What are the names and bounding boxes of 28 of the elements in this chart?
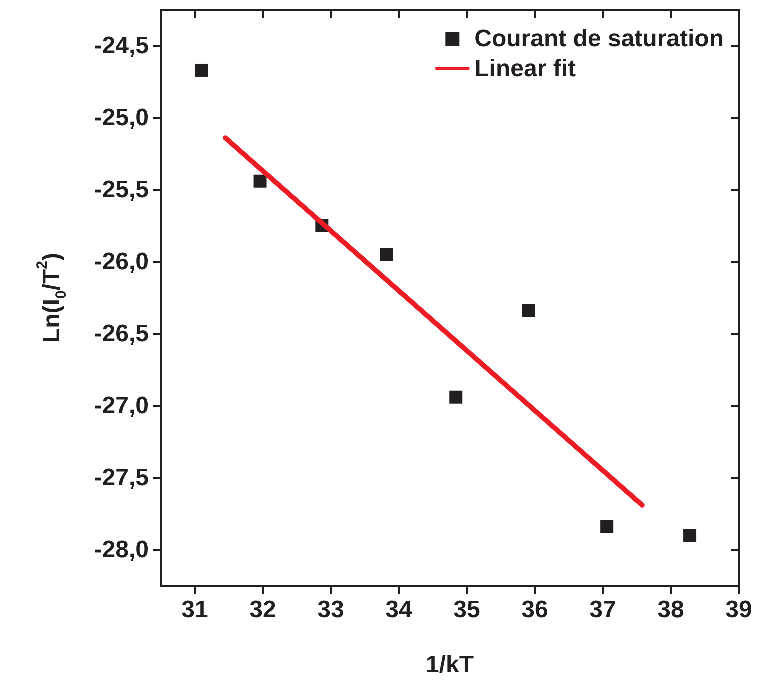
point [195,64,208,77]
legend-label: Courant de saturation [474,26,724,52]
y-tick-label: -26,5 [94,320,149,348]
x-tick-label: 38 [658,596,684,624]
y-tick-label: -27,5 [94,464,149,492]
x-tick-label: 36 [522,596,548,624]
y-tick-label: -26,0 [94,248,149,276]
x-tick-label: 37 [590,596,616,624]
point [522,304,536,318]
point [684,529,697,542]
y-tick-label: -27,0 [94,392,149,420]
point [254,174,267,188]
x-tick-label: 33 [318,596,344,624]
x-tick-label: 34 [386,596,413,624]
x-axis-title: 1/kT [426,652,474,678]
x-tick-label: 32 [250,596,276,624]
x-tick-label: 39 [726,596,752,624]
point [450,390,463,404]
point [380,248,394,262]
point [600,520,614,534]
y-tick-label: -28,0 [94,536,149,564]
legend-label: Linear fit [474,56,576,82]
y-tick-label: -24,5 [94,32,149,60]
x-tick-label: 31 [182,596,208,624]
x-tick-label: 35 [454,596,480,624]
y-axis-title: Ln(I0/T2) [34,253,70,343]
y-tick-label: -25,0 [94,104,149,132]
y-tick-label: -25,5 [94,176,149,204]
